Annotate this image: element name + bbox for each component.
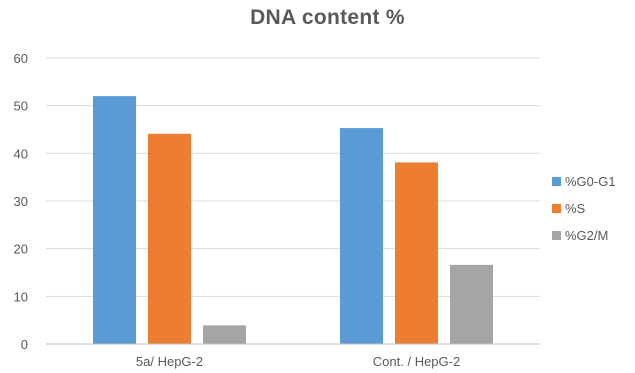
y-tick-label: 30 bbox=[14, 194, 28, 209]
y-tick-label: 50 bbox=[14, 99, 28, 114]
legend-label: %G2/M bbox=[565, 228, 608, 243]
y-tick-label: 10 bbox=[14, 289, 28, 304]
legend-label: %S bbox=[565, 201, 586, 216]
bar-s-0 bbox=[148, 133, 191, 344]
chart-title: DNA content % bbox=[250, 6, 405, 29]
y-tick-label: 20 bbox=[14, 242, 28, 257]
legend-swatch bbox=[552, 204, 561, 213]
y-tick-label: 0 bbox=[21, 337, 28, 352]
legend-label: %G0-G1 bbox=[565, 174, 616, 189]
bars bbox=[93, 96, 493, 344]
bar-g2m-1 bbox=[450, 264, 493, 344]
legend-swatch bbox=[552, 177, 561, 186]
bar-s-1 bbox=[395, 162, 438, 344]
y-tick-label: 60 bbox=[14, 51, 28, 66]
bar-g0g1-0 bbox=[93, 96, 136, 344]
bar-g0g1-1 bbox=[340, 128, 383, 344]
x-tick-label: Cont. / HepG-2 bbox=[373, 354, 460, 369]
x-tick-label: 5a/ HepG-2 bbox=[136, 354, 203, 369]
legend-swatch bbox=[552, 231, 561, 240]
axes: 0 10 20 30 40 50 60 5a/ HepG-2 Cont. / HepG-2 bbox=[14, 51, 540, 369]
legend: %G0-G1 %S %G2/M bbox=[552, 174, 616, 243]
bar-g2m-0 bbox=[203, 325, 246, 344]
y-tick-label: 40 bbox=[14, 146, 28, 161]
